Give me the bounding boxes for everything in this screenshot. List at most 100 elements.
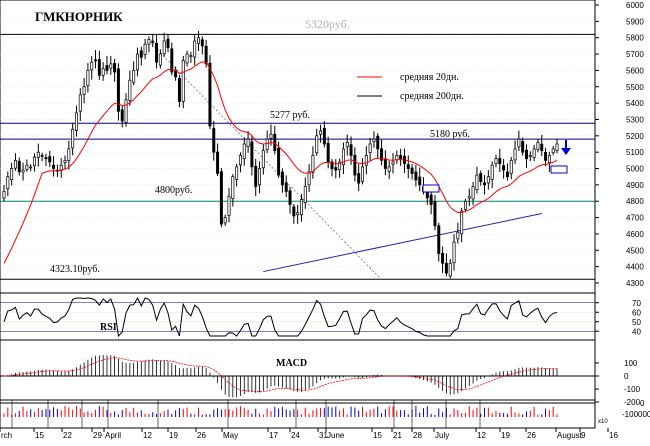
date-tick-label: 19 [501,431,510,440]
candle-body [246,138,250,148]
level-label-4323: 4323.10руб. [50,264,100,275]
candle-body [387,166,391,172]
chart-title: ГМКНОРНИК [35,9,123,24]
candle-body [296,212,300,216]
date-tick-label: 12 [143,431,152,440]
candle-body [399,155,403,160]
volume-bars [0,400,595,428]
candle-body [376,135,380,150]
price-panel-frame [0,0,596,294]
candle-body [6,176,10,190]
price-tick-label: 5600 [626,66,644,75]
rsi-panel-label: RSI [100,322,117,333]
date-tick-label: June [327,431,345,440]
candle-body [448,263,452,277]
grid-lines [0,4,595,284]
candle-body [456,231,460,240]
legend-ma200-label: средняя 200дн. [400,91,464,102]
price-tick-label: 5800 [626,34,644,43]
rsi-tick-label: 70 [632,299,641,308]
candle-body [147,38,151,45]
candle-body [280,171,284,186]
candle-body [380,148,384,161]
candle-body [193,40,197,58]
candle-body [330,161,334,169]
date-tick-label: April [105,431,121,440]
candle-body [63,160,67,163]
candle-body [109,63,113,69]
date-tick-label: 21 [393,431,402,440]
candle-body [536,142,540,150]
candle-body [227,195,231,216]
date-tick-label: 17 [269,431,278,440]
price-tick-label: 5400 [626,99,644,108]
price-tick-label: 5000 [626,165,644,174]
candle-body [395,155,399,161]
candle-body [219,171,223,225]
candle-body [265,138,269,150]
candle-body [319,130,323,135]
candle-body [444,262,448,274]
candle-body [86,70,90,87]
volume-tick-label: -100000 [622,410,650,419]
date-tick-label: 22 [63,431,72,440]
legend-ma20-label: средняя 20дн. [400,72,459,83]
candle-body [2,191,6,199]
price-tick-label: 4400 [626,263,644,272]
date-tick-label: 31 [319,431,328,440]
candle-body [170,48,174,73]
candle-body [36,151,40,158]
candle-body [208,62,212,127]
date-tick-label: 15 [373,431,382,440]
candle-body [181,60,185,102]
downtrend-line [148,40,382,280]
rsi-series [0,296,595,338]
candle-body [116,68,120,112]
candle-body [261,150,265,169]
candle-body [40,154,44,157]
rsi-tick-label: 40 [632,327,641,336]
candle-body [120,109,124,122]
candle-body [544,151,548,161]
candle-body [475,174,479,191]
candle-body [441,252,445,264]
moving-average [3,61,558,264]
candle-body [433,201,437,227]
down-arrow-icon [561,140,571,155]
candle-body [521,141,525,153]
candle-body [277,148,281,176]
macd-tick-label: -100 [624,385,641,394]
candle-body [166,38,170,48]
price-tick-label: 5100 [626,148,644,157]
candle-body [437,225,441,254]
candle-body [315,135,319,154]
candle-body [483,182,487,186]
rsi-tick-label: 60 [632,308,641,317]
candle-body [231,176,235,199]
candle-body [513,148,517,161]
candle-body [74,112,78,131]
candle-body [139,50,143,58]
macd-tick-label: 0 [624,372,629,381]
candle-body [452,241,456,264]
price-tick-label: 4700 [626,214,644,223]
price-tick-label: 4800 [626,197,644,206]
level-label-5180: 5180 руб. [430,129,470,140]
candle-body [200,39,204,47]
candle-body [414,171,418,181]
candle-body [44,157,48,160]
candle-body [341,148,345,166]
date-tick-label: May [223,431,238,440]
candle-body [177,78,181,102]
candle-body [383,158,387,169]
candle-body [151,40,155,43]
candle-body [48,156,52,163]
candle-body [128,79,132,101]
candle-body [364,155,368,166]
date-tick-label: 29 [93,431,102,440]
date-tick-label: 15 [35,431,44,440]
ma20-line [3,61,558,264]
candle-body [212,128,216,153]
price-tick-label: 5700 [626,50,644,59]
